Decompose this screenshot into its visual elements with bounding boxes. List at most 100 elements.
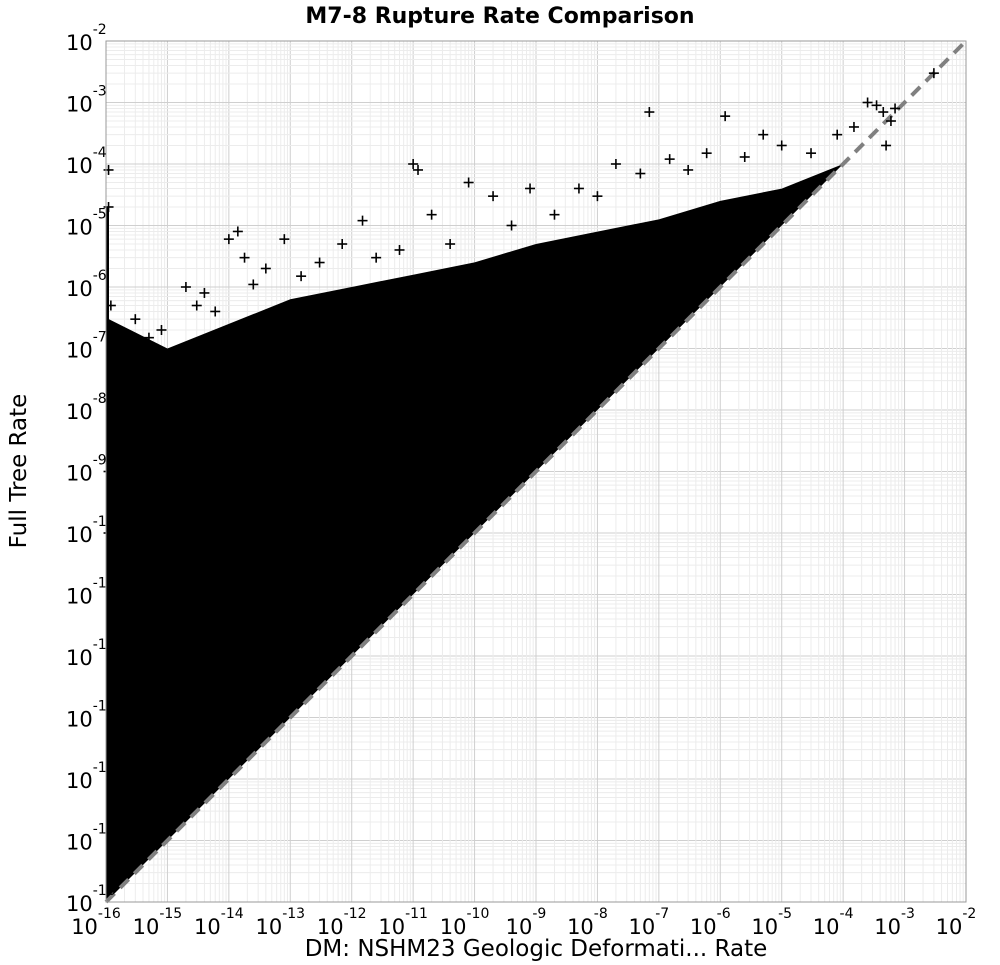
data-point: [549, 209, 560, 220]
y-tick-label: 10-11: [66, 576, 116, 609]
data-point: [683, 164, 694, 175]
y-tick-label: 10-15: [66, 822, 116, 855]
data-point: [223, 234, 234, 245]
data-point: [592, 191, 603, 202]
y-tick-label: 10-13: [66, 699, 116, 732]
data-point: [371, 252, 382, 263]
reference-line: [104, 39, 968, 904]
data-point: [130, 806, 141, 817]
x-tick-label: 10-7: [629, 906, 670, 939]
data-point: [239, 252, 250, 263]
x-tick-label: 10-4: [813, 906, 854, 939]
data-point: [848, 121, 859, 132]
data-point: [394, 244, 405, 255]
x-tick-label: 10-9: [506, 906, 547, 939]
data-point: [878, 107, 889, 118]
y-tick-label: 10-12: [66, 637, 116, 670]
data-point: [296, 271, 307, 282]
data-point: [337, 239, 348, 250]
x-tick-label: 10-16: [71, 906, 121, 939]
data-point: [463, 177, 474, 188]
x-tick-label: 10-12: [317, 906, 367, 939]
y-tick-label: 10-2: [66, 22, 107, 55]
data-point: [232, 226, 243, 237]
data-point: [610, 159, 621, 169]
x-tick-label: 10-13: [255, 906, 305, 939]
left-edge-points: [106, 207, 109, 903]
x-tick-label: 10-8: [567, 906, 608, 939]
data-point: [105, 300, 116, 311]
reference-line-layer: [104, 39, 968, 904]
data-point: [776, 140, 787, 151]
x-tick-label: 10-2: [936, 906, 977, 939]
data-point: [357, 215, 368, 226]
x-tick-label: 10-3: [874, 906, 915, 939]
data-point: [720, 111, 731, 122]
x-tick-label: 10-15: [133, 906, 183, 939]
data-point: [928, 68, 939, 79]
y-tick-label: 10-16: [66, 883, 116, 916]
y-tick-label: 10-3: [66, 84, 107, 117]
data-point: [111, 353, 122, 364]
y-tick-label: 10-10: [66, 514, 116, 547]
data-point: [143, 712, 154, 723]
x-tick-labels: 10-16 10-15 10-14 10-13 10-12 10-11 10-10 10-9 1…: [71, 906, 976, 939]
data-point: [107, 774, 118, 784]
data-point: [314, 257, 325, 268]
data-point: [806, 148, 817, 159]
data-point: [103, 164, 114, 175]
data-point: [885, 116, 896, 127]
data-point: [862, 97, 873, 108]
data-point: [445, 239, 456, 250]
data-point: [130, 314, 141, 325]
data-point: [488, 191, 499, 202]
data-point: [408, 159, 419, 169]
y-tick-label: 10-9: [66, 453, 107, 486]
y-tick-label: 10-8: [66, 391, 107, 424]
data-point: [156, 324, 167, 335]
data-point: [506, 220, 517, 231]
x-tick-label: 10-5: [751, 906, 792, 939]
x-tick-label: 10-10: [440, 906, 490, 939]
data-point: [103, 201, 114, 212]
data-point: [871, 100, 882, 111]
data-point: [180, 282, 191, 292]
data-point: [413, 164, 424, 175]
data-point: [103, 466, 114, 477]
data-point: [210, 306, 221, 317]
x-tick-label: 10-11: [378, 906, 428, 939]
data-point: [701, 148, 712, 159]
data-point: [832, 129, 843, 140]
data-point: [573, 183, 584, 194]
data-point: [199, 632, 210, 643]
y-tick-label: 10-6: [66, 268, 107, 301]
points-layer: [103, 68, 939, 817]
data-point: [758, 129, 769, 140]
chart-title: M7-8 Rupture Rate Comparison: [305, 4, 694, 29]
data-point: [644, 107, 655, 118]
data-point: [279, 234, 290, 245]
y-tick-label: 10-7: [66, 330, 107, 363]
data-point: [426, 209, 437, 220]
data-point: [156, 779, 167, 790]
data-point: [248, 279, 259, 290]
data-point: [881, 140, 892, 151]
y-tick-label: 10-4: [66, 145, 107, 178]
x-tick-label: 10-14: [194, 906, 244, 939]
data-point: [105, 651, 116, 661]
data-point: [664, 154, 675, 165]
data-point: [191, 300, 202, 311]
data-point: [103, 528, 114, 538]
data-point: [143, 332, 154, 343]
data-point: [635, 168, 646, 179]
data-point: [199, 287, 210, 298]
data-point: [739, 151, 750, 162]
data-point: [180, 731, 191, 742]
y-axis-label: Full Tree Rate: [6, 394, 32, 549]
y-tick-label: 10-5: [66, 207, 107, 240]
y-tick-label: 10-14: [66, 760, 116, 793]
x-tick-label: 10-6: [690, 906, 731, 939]
data-point: [525, 183, 536, 194]
data-point: [119, 367, 130, 378]
